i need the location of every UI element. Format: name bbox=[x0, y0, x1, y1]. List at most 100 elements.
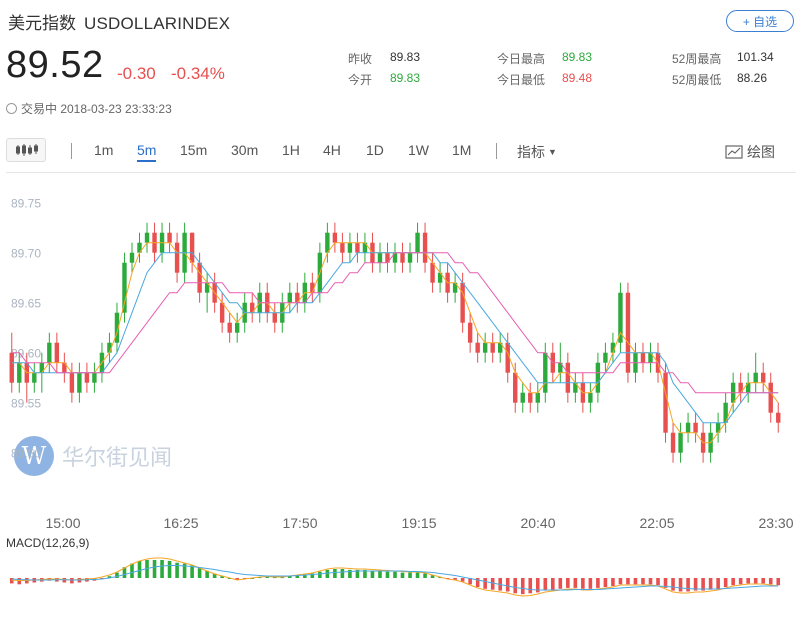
macd-bar bbox=[303, 574, 307, 578]
macd-bar bbox=[453, 578, 457, 580]
macd-bar bbox=[408, 572, 412, 578]
ma-mid-line bbox=[11, 252, 779, 424]
x-tick-label: 20:40 bbox=[520, 515, 555, 531]
macd-bar bbox=[528, 578, 533, 594]
instrument-title: 美元指数 USDOLLARINDEX bbox=[8, 9, 230, 34]
macd-bar bbox=[340, 569, 345, 578]
candle-body bbox=[227, 322, 232, 333]
candle-body bbox=[62, 362, 67, 373]
macd-bar bbox=[475, 578, 480, 587]
timeframe-1h[interactable]: 1H bbox=[282, 142, 300, 158]
macd-bar bbox=[483, 578, 487, 589]
clock-icon bbox=[6, 103, 17, 114]
y-tick-label: 89.55 bbox=[11, 397, 41, 411]
candle-body bbox=[588, 392, 593, 403]
candle-body bbox=[693, 422, 698, 433]
macd-bar bbox=[708, 578, 713, 590]
macd-bar bbox=[212, 573, 217, 578]
macd-bar bbox=[746, 578, 750, 584]
macd-bar bbox=[588, 578, 593, 589]
candle-body bbox=[543, 352, 548, 393]
macd-bar bbox=[551, 578, 555, 590]
candlestick-icon bbox=[16, 144, 38, 156]
macd-bar bbox=[618, 578, 623, 585]
macd-bar bbox=[633, 578, 638, 585]
candle-body bbox=[482, 342, 488, 353]
macd-dea-line bbox=[11, 565, 779, 591]
macd-bar bbox=[520, 578, 525, 595]
macd-bar bbox=[182, 563, 187, 578]
macd-bar bbox=[716, 578, 720, 589]
candle-body bbox=[535, 392, 540, 403]
candle-body bbox=[340, 242, 345, 253]
timeframe-4h[interactable]: 4H bbox=[323, 142, 341, 158]
candle-body bbox=[452, 282, 458, 293]
macd-bar bbox=[490, 578, 495, 590]
timeframe-1d[interactable]: 1D bbox=[366, 142, 384, 158]
chart-top-border bbox=[6, 172, 796, 533]
price-change: -0.30 bbox=[117, 64, 156, 83]
stat-value-52w-low: 88.26 bbox=[737, 71, 768, 85]
candle-body bbox=[467, 322, 473, 343]
candle-body bbox=[362, 242, 368, 253]
candle-body bbox=[565, 362, 571, 393]
timeframe-15m[interactable]: 15m bbox=[180, 142, 208, 158]
candle-body bbox=[17, 362, 22, 383]
candle-body bbox=[122, 262, 127, 313]
y-tick-label: 89.75 bbox=[11, 197, 41, 211]
timeframe-30m[interactable]: 30m bbox=[231, 142, 259, 158]
timeframe-1mo[interactable]: 1M bbox=[452, 142, 472, 158]
macd-bar bbox=[663, 578, 668, 588]
last-price: 89.52 bbox=[6, 44, 104, 86]
stat-label-prev-close: 昨收 bbox=[348, 52, 373, 66]
draw-button[interactable]: 绘图 bbox=[725, 142, 775, 162]
timeframe-1m[interactable]: 1m bbox=[94, 142, 114, 158]
indicator-label: 指标 bbox=[517, 144, 545, 160]
add-to-watchlist-button[interactable]: + 自选 bbox=[726, 10, 794, 32]
stat-value-prev-close: 89.83 bbox=[390, 50, 421, 64]
candle-body bbox=[392, 252, 398, 263]
macd-bar bbox=[641, 578, 645, 585]
macd-bar bbox=[603, 578, 608, 587]
candle-body bbox=[490, 342, 495, 353]
candle-body bbox=[715, 422, 721, 433]
x-tick-label: 16:25 bbox=[163, 515, 198, 531]
macd-bar bbox=[152, 560, 157, 578]
candle-body bbox=[723, 402, 728, 423]
active-timeframe-indicator bbox=[137, 160, 156, 162]
candle-body bbox=[648, 352, 653, 363]
candle-body bbox=[355, 242, 360, 253]
candle-body bbox=[595, 362, 601, 393]
toolbar-divider bbox=[71, 143, 72, 159]
market-status: 交易中 2018-03-23 23:33:23 bbox=[6, 100, 172, 117]
macd-bar bbox=[558, 578, 563, 589]
chart-type-button[interactable] bbox=[6, 138, 46, 162]
macd-bar bbox=[535, 578, 540, 593]
macd-bar bbox=[626, 578, 630, 585]
indicator-dropdown[interactable]: 指标 ▼ bbox=[517, 142, 557, 162]
macd-bar bbox=[318, 571, 322, 578]
candle-body bbox=[332, 232, 338, 243]
timeframe-5m[interactable]: 5m bbox=[137, 142, 157, 158]
macd-bar bbox=[122, 567, 127, 578]
candle-body bbox=[310, 282, 315, 293]
y-axis: 89.75 89.70 89.65 89.60 89.55 89.50 bbox=[11, 197, 41, 461]
candle-body bbox=[768, 382, 773, 413]
macd-bar bbox=[701, 578, 705, 591]
candle-body bbox=[685, 422, 691, 433]
macd-bar bbox=[753, 578, 758, 584]
timeframe-1w[interactable]: 1W bbox=[408, 142, 429, 158]
macd-bar bbox=[573, 578, 578, 588]
macd-bar bbox=[325, 569, 330, 578]
draw-label: 绘图 bbox=[747, 144, 775, 160]
candle-body bbox=[415, 232, 420, 253]
macd-bar bbox=[566, 578, 570, 588]
candle-body bbox=[54, 342, 60, 363]
macd-bar bbox=[115, 572, 119, 578]
stat-label-52w-high: 52周最高 bbox=[672, 52, 722, 66]
stat-value-day-high: 89.83 bbox=[562, 50, 593, 64]
macd-bar bbox=[415, 572, 420, 578]
macd-bar bbox=[460, 578, 465, 582]
candle-body bbox=[174, 242, 180, 273]
